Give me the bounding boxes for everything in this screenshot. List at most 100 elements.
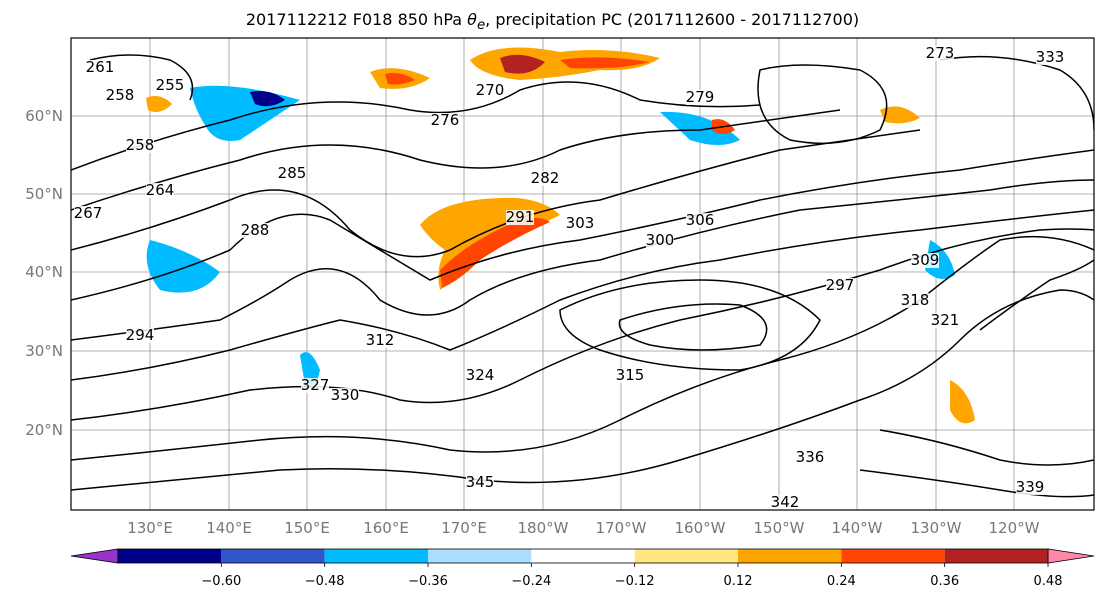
contour-label-bg xyxy=(531,171,559,186)
contour-line xyxy=(71,289,1094,491)
contour-label-bg xyxy=(146,183,174,198)
shade-navy-nw xyxy=(250,91,285,107)
contour-label: 279 xyxy=(686,88,715,106)
contour-line xyxy=(71,81,761,171)
contour-label-bg xyxy=(566,216,594,231)
colorbar-segment xyxy=(324,549,428,563)
shade-blue-center xyxy=(660,111,740,145)
contour-label-bg xyxy=(466,475,494,490)
lat-label: 40°N xyxy=(25,263,63,281)
longitude-labels: 130°E 140°E 150°E 160°E 170°E 180°W 170°W 160°W… xyxy=(127,519,1039,537)
contour-line xyxy=(879,429,1094,466)
shade-red-north-3 xyxy=(385,72,415,85)
contour-label: 342 xyxy=(771,493,800,511)
title-suffix: , precipitation PC (2017112600 - 2017112… xyxy=(485,10,860,29)
lon-label: 120°W xyxy=(989,519,1040,537)
theta-e-contours xyxy=(71,54,1094,498)
contour-line xyxy=(71,109,841,211)
lat-label: 60°N xyxy=(25,107,63,125)
colorbar-tick-label: −0.60 xyxy=(201,574,241,589)
contour-label: 303 xyxy=(566,214,595,232)
contour-label: 291 xyxy=(506,208,535,226)
shade-orange-small-3 xyxy=(880,106,920,124)
contour-line xyxy=(71,149,1094,301)
lat-label: 20°N xyxy=(25,421,63,439)
contour-label: 324 xyxy=(466,366,495,384)
contour-label-bg xyxy=(901,293,929,308)
colorbar-tick-label: −0.24 xyxy=(511,574,551,589)
title-theta: θ xyxy=(467,10,477,29)
contour-label-bg xyxy=(74,206,102,221)
contour-label-bg xyxy=(646,233,674,248)
shade-orange-small-1 xyxy=(146,96,172,112)
contour-label: 270 xyxy=(476,81,505,99)
colorbar-extend-low xyxy=(70,548,119,564)
contour-label-bg xyxy=(826,278,854,293)
contour-label: 318 xyxy=(901,291,930,309)
contour-label: 264 xyxy=(146,181,175,199)
lon-label: 150°W xyxy=(754,519,805,537)
contour-line xyxy=(618,303,768,351)
contour-label-bg xyxy=(1016,480,1044,495)
contour-label-bg xyxy=(796,450,824,465)
contour-label: 306 xyxy=(686,211,715,229)
contour-label: 333 xyxy=(1036,48,1065,66)
contour-label: 285 xyxy=(278,164,307,182)
contour-label: 339 xyxy=(1016,478,1045,496)
colorbar-segment xyxy=(221,549,325,563)
shade-red-north-2 xyxy=(560,57,650,69)
contour-label-bg xyxy=(241,223,269,238)
contour-label-bg xyxy=(926,46,954,61)
contour-label: 273 xyxy=(926,44,955,62)
lon-label: 130°E xyxy=(127,519,173,537)
colorbar-tick-label: 0.48 xyxy=(1034,574,1063,589)
contour-line xyxy=(89,54,194,101)
colorbar-tick-label: −0.12 xyxy=(615,574,655,589)
contour-label-bg xyxy=(156,78,184,93)
lat-label: 50°N xyxy=(25,185,63,203)
lon-label: 140°W xyxy=(832,519,883,537)
contour-label: 255 xyxy=(156,76,185,94)
contour-label: 327 xyxy=(301,376,330,394)
contour-line xyxy=(71,235,1094,461)
colorbar-segment xyxy=(118,549,222,563)
contour-label: 321 xyxy=(931,311,960,329)
latitude-labels: 60°N 50°N 40°N 30°N 20°N xyxy=(25,107,63,439)
contour-label: 312 xyxy=(366,331,395,349)
colorbar-tick-label: 0.36 xyxy=(930,574,959,589)
colorbar-segment xyxy=(841,549,945,563)
contour-label-bg xyxy=(126,138,154,153)
contour-label-bg xyxy=(1036,50,1064,65)
contour-label: 315 xyxy=(616,366,645,384)
lon-label: 140°E xyxy=(206,519,252,537)
contour-label-bg xyxy=(86,60,114,75)
contour-line xyxy=(559,279,821,371)
contour-label: 276 xyxy=(431,111,460,129)
contour-line xyxy=(71,179,1094,341)
contour-label-bg xyxy=(106,88,134,103)
contour-label: 288 xyxy=(241,221,270,239)
contour-label-bg xyxy=(431,113,459,128)
contour-label: 261 xyxy=(86,58,115,76)
contour-label: 258 xyxy=(126,136,155,154)
colorbar-tick-label: 0.12 xyxy=(724,574,753,589)
lon-label: 180°W xyxy=(518,519,569,537)
title-theta-sub: e xyxy=(476,18,486,34)
contour-label: 309 xyxy=(911,251,940,269)
shade-red-band xyxy=(440,217,550,288)
contour-label-bg xyxy=(366,333,394,348)
contour-line xyxy=(757,64,888,145)
contour-label-bg xyxy=(506,210,534,225)
contour-labels: 261 258 255 258 264 267 276 270 273 279 282 285 288 2… xyxy=(74,44,1065,511)
contour-label: 300 xyxy=(646,231,675,249)
contour-line xyxy=(939,55,1094,131)
colorbar-tick-label: −0.36 xyxy=(408,574,448,589)
contour-label-bg xyxy=(126,328,154,343)
contour-label-bg xyxy=(466,368,494,383)
colorbar-segment xyxy=(531,549,635,563)
lon-label: 160°W xyxy=(675,519,726,537)
lon-label: 170°W xyxy=(596,519,647,537)
contour-line xyxy=(859,469,1094,498)
contour-label: 282 xyxy=(531,169,560,187)
contour-label-bg xyxy=(301,378,329,393)
